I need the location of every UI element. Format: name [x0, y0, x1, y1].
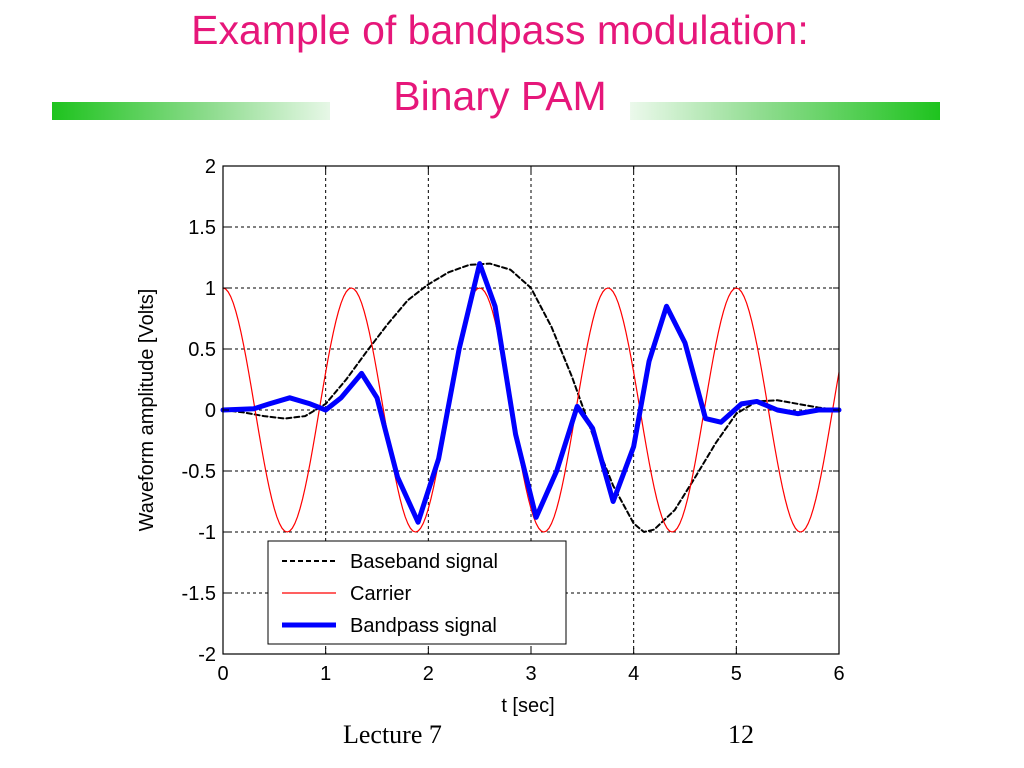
- legend-entry-label: Bandpass signal: [350, 615, 497, 637]
- y-tick-label: -1.5: [182, 583, 216, 605]
- y-tick-label: 1: [205, 278, 216, 300]
- x-tick-label: 3: [525, 663, 536, 685]
- x-tick-label: 1: [320, 663, 331, 685]
- x-tick-label: 5: [731, 663, 742, 685]
- slide-title-line1: Example of bandpass modulation:: [191, 7, 809, 53]
- y-tick-label: 1.5: [188, 217, 216, 239]
- title-rule-gap: [330, 102, 630, 120]
- x-tick-label: 0: [217, 663, 228, 685]
- y-tick-label: -1: [198, 522, 216, 544]
- x-tick-label: 2: [423, 663, 434, 685]
- slide-title-line2: Binary PAM: [393, 73, 607, 119]
- series-carrier: [222, 287, 840, 533]
- y-tick-label: -0.5: [182, 461, 216, 483]
- chart-ticks: 0 1 2 3 4 5 6 2 1.5 1 0.5 0 -0.5 -1 -1.5 -2: [182, 156, 845, 685]
- legend-entry-label: Baseband signal: [350, 551, 498, 573]
- series-baseband-signal: [222, 262, 840, 533]
- y-tick-label: -2: [198, 644, 216, 666]
- chart-legend: Baseband signal Carrier Bandpass signal: [267, 540, 567, 645]
- y-tick-label: 2: [205, 156, 216, 178]
- series-bandpass-signal: [220, 261, 842, 525]
- chart-series: [220, 261, 842, 533]
- x-tick-label: 6: [833, 663, 844, 685]
- y-axis-label: Waveform amplitude [Volts]: [136, 289, 158, 532]
- y-tick-label: 0: [205, 400, 216, 422]
- footer-lecture-label: Lecture 7: [343, 720, 442, 749]
- x-tick-label: 4: [628, 663, 639, 685]
- legend-entry-label: Carrier: [350, 583, 411, 605]
- y-tick-label: 0.5: [188, 339, 216, 361]
- footer-page-number: 12: [728, 720, 754, 749]
- x-axis-label: t [sec]: [501, 695, 554, 717]
